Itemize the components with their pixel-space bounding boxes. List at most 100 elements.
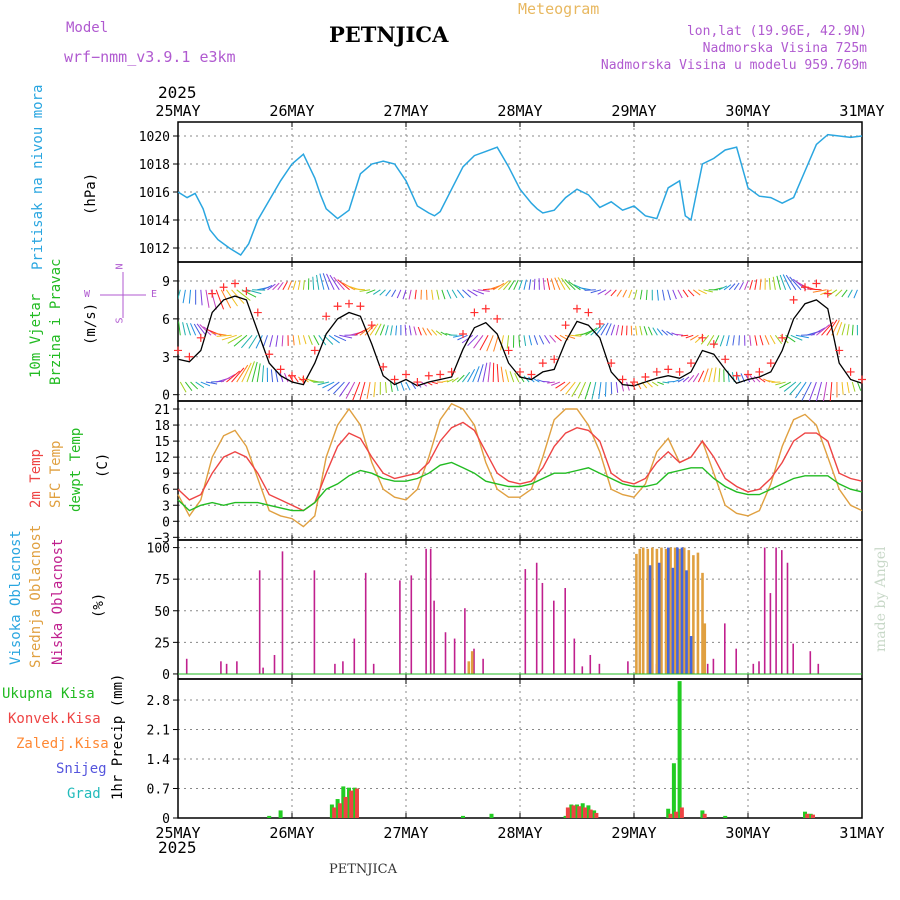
y-tick-label: 50 — [154, 605, 170, 620]
wind-vane — [846, 381, 850, 394]
wind-vane — [333, 334, 347, 342]
cloud-bar-niska — [781, 550, 783, 674]
precip-bar — [577, 806, 582, 818]
precip-bar — [580, 803, 585, 818]
wind-vane — [205, 381, 218, 385]
wind-vane — [656, 289, 659, 301]
wind-vane — [533, 278, 536, 290]
wind-vane — [467, 334, 479, 347]
wind-vane — [396, 289, 402, 299]
wind-gust-marker — [424, 371, 433, 380]
date-label-bottom: 31MAY — [839, 824, 884, 842]
legend-snijeg: Snijeg — [56, 761, 107, 777]
wind-vane — [763, 378, 771, 383]
wind-vane — [277, 281, 284, 291]
page-title: PETNJICA — [329, 22, 449, 47]
wind-vane — [591, 381, 597, 400]
wind-vane — [856, 381, 862, 391]
date-label-bottom: 25MAY — [155, 824, 200, 842]
precip-bar — [702, 813, 707, 818]
wind-vane — [405, 381, 411, 391]
precip-bar — [588, 809, 593, 818]
wind-vane — [732, 335, 735, 346]
wind-vane — [795, 381, 807, 399]
y-tick-label: 75 — [154, 573, 170, 588]
cloud-bar-srednja — [467, 661, 471, 674]
wind-vane — [554, 277, 561, 290]
cloud-bar-srednja — [651, 547, 654, 674]
wind-vane — [706, 335, 715, 347]
wind-vane — [308, 335, 313, 345]
wind-vane — [677, 289, 683, 299]
wind-vane — [801, 381, 812, 401]
wind-vane — [733, 282, 740, 291]
wind-vane — [188, 289, 192, 304]
wind-gust-marker — [630, 378, 638, 387]
wind-vane — [557, 277, 566, 291]
wind-vane — [635, 325, 638, 336]
y-tick-label: 6 — [162, 483, 170, 498]
wind-vane — [549, 334, 557, 343]
wind-gust-marker — [652, 367, 661, 376]
wind-vanes — [178, 273, 862, 401]
wind-vane — [662, 289, 665, 301]
wind-vane — [790, 334, 803, 341]
wind-vane — [610, 324, 616, 336]
legend-zaledj-kisa: Zaledj.Kisa — [16, 736, 109, 752]
cloud-bar-niska — [524, 569, 527, 674]
wind-vane — [196, 323, 207, 336]
wind-vane — [759, 335, 764, 346]
wind-gust-marker — [265, 350, 274, 359]
wind-vane — [687, 289, 695, 297]
wind-gust-marker — [778, 333, 787, 342]
cloud-bar-niska — [433, 600, 435, 674]
cloud-bar-srednja — [692, 555, 695, 674]
cloud-bar-niska — [444, 632, 447, 674]
wind-vane — [779, 381, 791, 389]
wind-vane — [513, 279, 519, 291]
wind-vane — [584, 289, 596, 291]
cloud-bar-niska — [775, 547, 777, 674]
cloud-bar-srednja — [641, 547, 645, 674]
date-label-top: 28MAY — [497, 102, 542, 120]
wind-vane — [492, 282, 505, 291]
wind-vane — [692, 373, 700, 383]
wind-vane — [615, 324, 620, 336]
wind-vane — [772, 276, 776, 290]
wind-gust-marker — [470, 308, 479, 317]
wind-vane — [657, 381, 664, 385]
wind-vane — [327, 381, 340, 392]
cloud-bar-srednja — [669, 547, 672, 674]
legend-grad: Grad — [67, 786, 101, 802]
wind-vane — [723, 284, 732, 291]
wind-vane — [292, 280, 297, 290]
wind-vane — [560, 381, 571, 392]
y-tick-label: 2.1 — [147, 724, 170, 739]
cloud-bar-niska — [553, 600, 555, 674]
wind-vane — [493, 335, 499, 352]
wind-vane — [221, 374, 236, 383]
cloud-bar-niska — [752, 663, 755, 674]
wind-vane — [667, 289, 671, 301]
wind-vane — [440, 331, 448, 336]
wind-vane — [339, 334, 353, 339]
wind-vane — [754, 279, 758, 290]
wind-gust-marker — [196, 333, 205, 342]
wind-speed-line — [177, 295, 863, 387]
wind-vane — [639, 325, 643, 336]
wind-vane — [337, 279, 350, 291]
wind-vane — [661, 329, 668, 336]
wind-vane — [353, 288, 366, 291]
wind-vane — [508, 280, 515, 291]
wind-vane — [473, 334, 484, 349]
wind-vane — [487, 362, 491, 383]
wind-vane — [847, 289, 853, 298]
wind-vane — [853, 289, 858, 299]
wind-vane — [738, 335, 740, 346]
compass-w: W — [84, 289, 91, 300]
wind-vane — [417, 326, 422, 336]
wind-gust-marker — [675, 367, 684, 376]
cloud-bar-niska — [464, 608, 466, 674]
y-tick-label: 0 — [162, 515, 170, 530]
